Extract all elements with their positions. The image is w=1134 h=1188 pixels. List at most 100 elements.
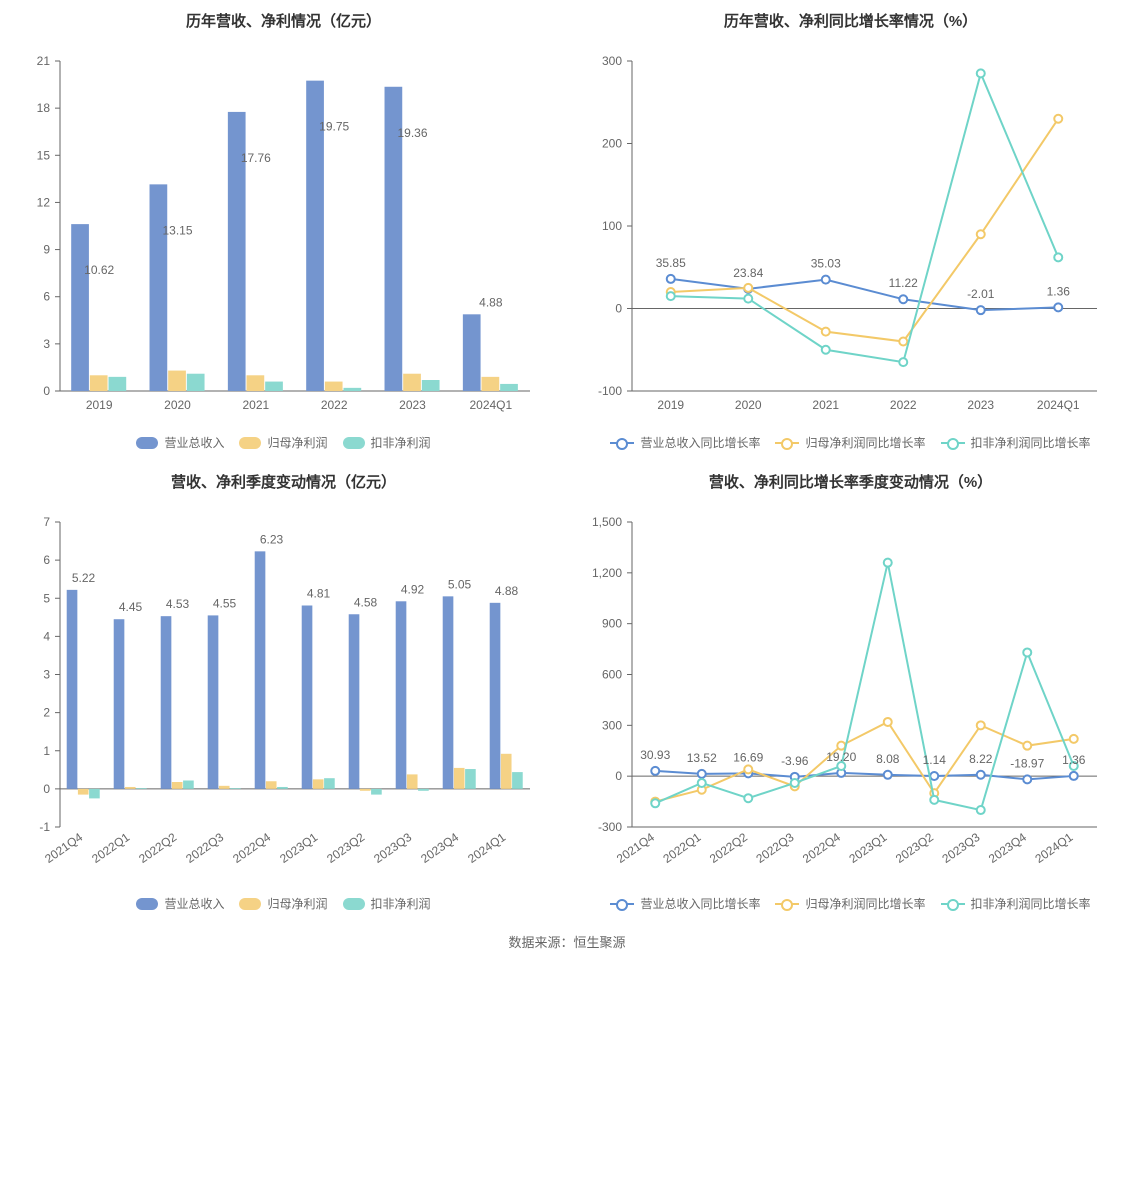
svg-text:15: 15	[37, 148, 51, 162]
svg-text:2023Q2: 2023Q2	[893, 830, 936, 866]
chart-1-legend: 营业总收入 归母净利润 扣非净利润	[10, 434, 557, 451]
svg-text:1.14: 1.14	[923, 753, 947, 767]
svg-text:2022Q2: 2022Q2	[707, 830, 750, 866]
legend-item: 归母净利润	[239, 434, 327, 451]
svg-text:18: 18	[37, 101, 51, 115]
legend-label: 归母净利润	[267, 434, 327, 451]
legend-item: 归母净利润同比增长率	[775, 895, 925, 912]
legend-label: 扣非净利润	[371, 895, 431, 912]
legend-line-icon	[775, 442, 799, 444]
legend-label: 归母净利润同比增长率	[805, 434, 925, 451]
chart-2-area: -1000100200300201920202021202220232024Q1…	[577, 46, 1124, 426]
chart-grid: 历年营收、净利情况（亿元） 036912151821201910.6220201…	[10, 10, 1124, 912]
svg-text:4: 4	[43, 629, 50, 643]
legend-label: 扣非净利润同比增长率	[971, 895, 1091, 912]
chart-1-svg: 036912151821201910.62202013.15202117.762…	[10, 46, 550, 426]
svg-text:-18.97: -18.97	[1010, 756, 1044, 770]
svg-text:2022Q2: 2022Q2	[136, 830, 179, 866]
svg-text:600: 600	[602, 668, 622, 682]
svg-text:11.22: 11.22	[889, 276, 918, 290]
legend-swatch-icon	[136, 898, 158, 910]
svg-text:4.45: 4.45	[119, 600, 143, 614]
svg-text:1,500: 1,500	[592, 515, 622, 529]
svg-text:-300: -300	[598, 820, 622, 834]
data-source: 数据来源：恒生聚源	[10, 932, 1124, 951]
svg-text:2021Q4: 2021Q4	[614, 830, 657, 866]
svg-text:2021Q4: 2021Q4	[42, 830, 85, 866]
svg-text:19.36: 19.36	[397, 126, 427, 140]
legend-label: 营业总收入同比增长率	[640, 434, 760, 451]
svg-text:3: 3	[43, 668, 50, 682]
svg-text:30.93: 30.93	[640, 748, 670, 762]
svg-text:19.20: 19.20	[826, 750, 856, 764]
svg-text:2020: 2020	[164, 398, 191, 412]
svg-text:900: 900	[602, 617, 622, 631]
svg-text:4.53: 4.53	[166, 597, 190, 611]
chart-3-svg: -1012345672021Q45.222022Q14.452022Q24.53…	[10, 507, 550, 887]
svg-text:2024Q1: 2024Q1	[469, 398, 512, 412]
svg-text:1.36: 1.36	[1047, 284, 1071, 298]
svg-text:2024Q1: 2024Q1	[465, 830, 508, 866]
svg-text:300: 300	[602, 718, 622, 732]
chart-panel-1: 历年营收、净利情况（亿元） 036912151821201910.6220201…	[10, 10, 557, 451]
legend-swatch-icon	[343, 898, 365, 910]
svg-text:6: 6	[43, 290, 50, 304]
svg-text:17.76: 17.76	[241, 151, 271, 165]
svg-text:3: 3	[43, 337, 50, 351]
svg-text:2022Q4: 2022Q4	[800, 830, 843, 866]
legend-label: 扣非净利润	[371, 434, 431, 451]
svg-text:1,200: 1,200	[592, 566, 622, 580]
svg-text:2023Q3: 2023Q3	[939, 830, 982, 866]
svg-text:2021: 2021	[812, 398, 839, 412]
svg-text:13.52: 13.52	[687, 751, 717, 765]
chart-2-svg: -1000100200300201920202021202220232024Q1…	[577, 46, 1117, 426]
svg-text:-1: -1	[39, 820, 50, 834]
legend-item: 扣非净利润同比增长率	[941, 895, 1091, 912]
legend-label: 营业总收入同比增长率	[640, 895, 760, 912]
legend-label: 归母净利润同比增长率	[805, 895, 925, 912]
svg-text:4.81: 4.81	[307, 586, 331, 600]
svg-text:23.84: 23.84	[733, 266, 763, 280]
legend-line-icon	[610, 903, 634, 905]
chart-panel-4: 营收、净利同比增长率季度变动情况（%） -30003006009001,2001…	[577, 471, 1124, 912]
legend-line-icon	[941, 903, 965, 905]
legend-item: 扣非净利润	[343, 434, 431, 451]
svg-text:7: 7	[43, 515, 50, 529]
svg-text:21: 21	[37, 54, 51, 68]
svg-text:0: 0	[615, 302, 622, 316]
chart-3-area: -1012345672021Q45.222022Q14.452022Q24.53…	[10, 507, 557, 887]
svg-text:2022Q4: 2022Q4	[230, 830, 273, 866]
svg-text:2022: 2022	[890, 398, 917, 412]
svg-text:2023: 2023	[967, 398, 994, 412]
chart-3-legend: 营业总收入 归母净利润 扣非净利润	[10, 895, 557, 912]
svg-text:-3.96: -3.96	[781, 754, 809, 768]
svg-text:4.88: 4.88	[495, 584, 519, 598]
legend-swatch-icon	[343, 437, 365, 449]
svg-text:2022: 2022	[321, 398, 348, 412]
svg-text:10.62: 10.62	[84, 263, 114, 277]
svg-text:2019: 2019	[657, 398, 684, 412]
legend-label: 营业总收入	[164, 434, 224, 451]
svg-text:13.15: 13.15	[162, 223, 192, 237]
svg-text:2021: 2021	[242, 398, 269, 412]
chart-4-title: 营收、净利同比增长率季度变动情况（%）	[577, 471, 1124, 492]
svg-text:2024Q1: 2024Q1	[1032, 830, 1075, 866]
svg-text:-2.01: -2.01	[967, 287, 995, 301]
svg-text:0: 0	[43, 384, 50, 398]
svg-text:4.88: 4.88	[479, 295, 503, 309]
svg-text:35.03: 35.03	[811, 257, 841, 271]
svg-text:2022Q3: 2022Q3	[183, 830, 226, 866]
svg-text:8.22: 8.22	[969, 752, 993, 766]
svg-text:2023: 2023	[399, 398, 426, 412]
legend-line-icon	[775, 903, 799, 905]
svg-text:2023Q2: 2023Q2	[324, 830, 367, 866]
svg-text:-100: -100	[598, 384, 622, 398]
chart-2-legend: 营业总收入同比增长率 归母净利润同比增长率 扣非净利润同比增长率	[577, 434, 1124, 451]
chart-3-title: 营收、净利季度变动情况（亿元）	[10, 471, 557, 492]
chart-4-area: -30003006009001,2001,5002021Q42022Q12022…	[577, 507, 1124, 887]
legend-swatch-icon	[136, 437, 158, 449]
svg-text:16.69: 16.69	[733, 750, 763, 764]
svg-text:2023Q4: 2023Q4	[986, 830, 1029, 866]
svg-text:8.08: 8.08	[876, 752, 900, 766]
legend-item: 营业总收入	[136, 434, 224, 451]
